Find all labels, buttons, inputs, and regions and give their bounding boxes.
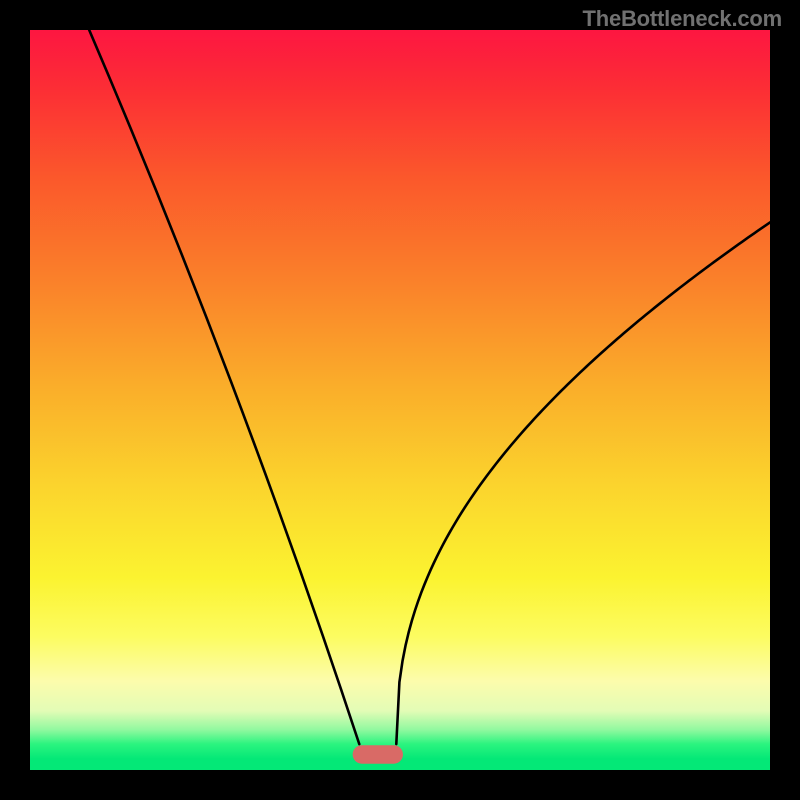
watermark-text: TheBottleneck.com <box>582 6 782 32</box>
chart-container: TheBottleneck.com <box>0 0 800 800</box>
plot-svg <box>30 30 770 770</box>
plot-area <box>30 30 770 770</box>
bottleneck-marker <box>353 745 403 764</box>
gradient-background <box>30 30 770 770</box>
